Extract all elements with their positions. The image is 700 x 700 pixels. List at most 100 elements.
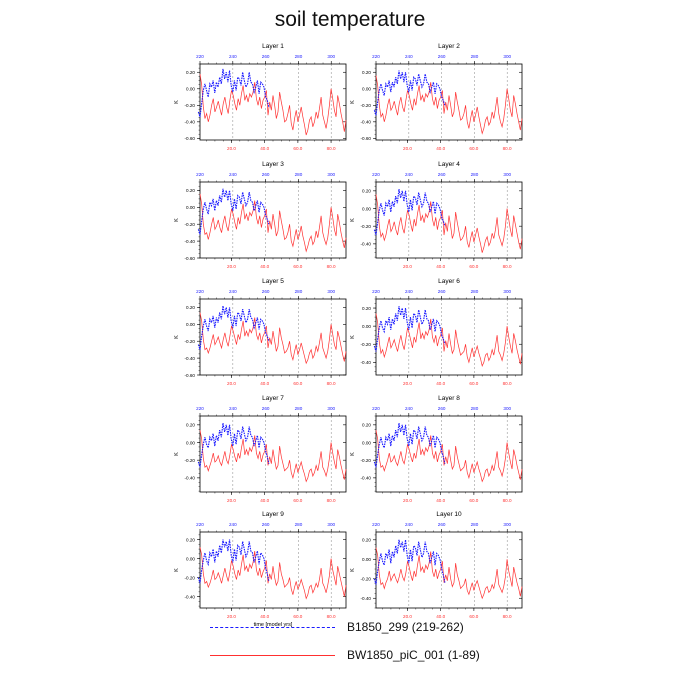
x-tick-label-bottom: 60.0 <box>293 498 302 503</box>
x-tick-label-bottom: 60.0 <box>469 146 478 151</box>
x-tick-label-top: 280 <box>295 172 303 177</box>
series-line-b1850 <box>373 188 446 236</box>
y-tick-label: -0.20 <box>361 103 372 108</box>
x-tick-label-bottom: 80.0 <box>503 498 512 503</box>
panel-layer-9: Layer 9 0.20 0.00 -0.20 -0.40 K 20.0 40.0 60.0 80… <box>174 511 347 628</box>
panel-layer-10: Layer 10 0.20 0.00 -0.20 -0.40 K 20.0 40.0 60.0 8… <box>350 511 523 619</box>
panel-title: Layer 1 <box>262 43 284 50</box>
plot-frame <box>375 531 523 609</box>
panel-layer-4: Layer 4 0.20 0.00 -0.20 -0.40 K 20.0 40.0 60.0 80… <box>350 161 523 269</box>
panel-title: Layer 9 <box>262 511 284 518</box>
x-tick-label-top: 240 <box>229 522 237 527</box>
x-tick-label-bottom: 40.0 <box>260 498 269 503</box>
x-tick-label-top: 280 <box>295 522 303 527</box>
x-tick-label-bottom: 20.0 <box>227 146 236 151</box>
y-tick-label: 0.20 <box>186 305 195 310</box>
panel-title: Layer 4 <box>438 161 460 168</box>
x-tick-label-bottom: 80.0 <box>503 381 512 386</box>
x-tick-label-bottom: 60.0 <box>469 614 478 619</box>
series-line-bw1850 <box>199 312 347 365</box>
panel-layer-6: Layer 6 0.20 0.00 -0.20 -0.40 K 20.0 40.0 60.0 80… <box>350 278 523 386</box>
series-line-b1850 <box>197 188 270 235</box>
x-tick-label-bottom: 20.0 <box>227 264 236 269</box>
x-tick-label-top: 220 <box>372 406 380 411</box>
x-tick-label-bottom: 60.0 <box>469 381 478 386</box>
plot-frame <box>199 298 347 376</box>
x-tick-label-top: 220 <box>196 522 204 527</box>
x-tick-label-top: 280 <box>295 289 303 294</box>
y-tick-label: -0.40 <box>185 356 196 361</box>
y-tick-label: 0.20 <box>362 306 371 311</box>
y-axis-label: K <box>174 568 180 572</box>
y-tick-label: 0.20 <box>362 189 371 194</box>
panel-layer-2: Layer 2 0.20 0.00 -0.20 -0.40 -0.60 K 20.0 40.0 6… <box>350 43 523 151</box>
y-axis-label: K <box>350 452 356 456</box>
y-tick-label: 0.00 <box>362 440 371 445</box>
series-line-b1850 <box>373 539 446 585</box>
x-tick-label-bottom: 60.0 <box>293 614 302 619</box>
plot-frame <box>375 415 523 493</box>
y-tick-label: -0.20 <box>185 458 196 463</box>
x-tick-label-top: 220 <box>372 172 380 177</box>
y-tick-label: -0.40 <box>361 242 372 247</box>
y-tick-label: 0.00 <box>186 440 195 445</box>
x-tick-label-top: 240 <box>405 406 413 411</box>
y-tick-label: -0.20 <box>185 339 196 344</box>
series-line-b1850 <box>373 422 446 468</box>
series-line-b1850 <box>197 539 270 584</box>
x-tick-label-top: 300 <box>503 522 511 527</box>
x-tick-label-top: 220 <box>196 54 204 59</box>
y-tick-label: 0.20 <box>362 70 371 75</box>
series-line-b1850 <box>197 422 270 468</box>
x-tick-label-top: 220 <box>196 289 204 294</box>
y-tick-label: -0.40 <box>185 594 196 599</box>
x-tick-label-top: 300 <box>503 172 511 177</box>
y-tick-label: 0.00 <box>186 205 195 210</box>
panel-title: Layer 7 <box>262 395 284 402</box>
panel-layer-3: Layer 3 0.20 0.00 -0.20 -0.40 -0.60 K 20.0 40.0 6… <box>174 161 347 269</box>
x-tick-label-top: 260 <box>262 172 270 177</box>
x-tick-label-top: 280 <box>471 289 479 294</box>
x-tick-label-bottom: 40.0 <box>436 264 445 269</box>
x-tick-label-top: 260 <box>438 54 446 59</box>
x-tick-label-top: 240 <box>405 289 413 294</box>
y-axis-label: K <box>174 218 180 222</box>
legend-item-bw1850: BW1850_piC_001 (1-89) <box>210 648 510 662</box>
series-line-bw1850 <box>375 430 523 483</box>
x-tick-label-bottom: 40.0 <box>436 146 445 151</box>
y-tick-label: 0.00 <box>186 322 195 327</box>
x-tick-label-bottom: 60.0 <box>469 264 478 269</box>
x-tick-label-top: 240 <box>229 289 237 294</box>
y-tick-label: -0.40 <box>361 120 372 125</box>
series-line-bw1850 <box>199 430 347 483</box>
series-line-bw1850 <box>199 547 347 600</box>
series-line-bw1850 <box>375 313 523 368</box>
plot-frame <box>375 298 523 376</box>
series-line-bw1850 <box>199 193 347 253</box>
x-tick-label-bottom: 20.0 <box>403 614 412 619</box>
x-tick-label-top: 280 <box>471 406 479 411</box>
series-line-b1850 <box>373 306 446 352</box>
x-tick-label-bottom: 40.0 <box>260 614 269 619</box>
x-tick-label-top: 280 <box>471 522 479 527</box>
y-axis-label: K <box>350 568 356 572</box>
x-tick-label-bottom: 60.0 <box>469 498 478 503</box>
y-tick-label: -0.40 <box>361 360 372 365</box>
x-tick-label-bottom: 40.0 <box>436 614 445 619</box>
x-tick-label-top: 260 <box>262 54 270 59</box>
x-tick-label-top: 220 <box>372 289 380 294</box>
y-tick-label: 0.20 <box>186 70 195 75</box>
x-tick-label-top: 300 <box>327 522 335 527</box>
x-tick-label-bottom: 80.0 <box>327 264 336 269</box>
y-tick-label: 0.20 <box>186 423 195 428</box>
x-tick-label-top: 240 <box>405 54 413 59</box>
plot-frame <box>375 181 523 259</box>
x-tick-label-top: 300 <box>503 289 511 294</box>
x-tick-label-bottom: 80.0 <box>503 146 512 151</box>
y-tick-label: 0.20 <box>362 538 371 543</box>
x-tick-label-top: 300 <box>327 172 335 177</box>
legend-swatch-solid <box>210 655 335 656</box>
x-tick-label-top: 220 <box>196 406 204 411</box>
x-tick-label-bottom: 80.0 <box>503 264 512 269</box>
